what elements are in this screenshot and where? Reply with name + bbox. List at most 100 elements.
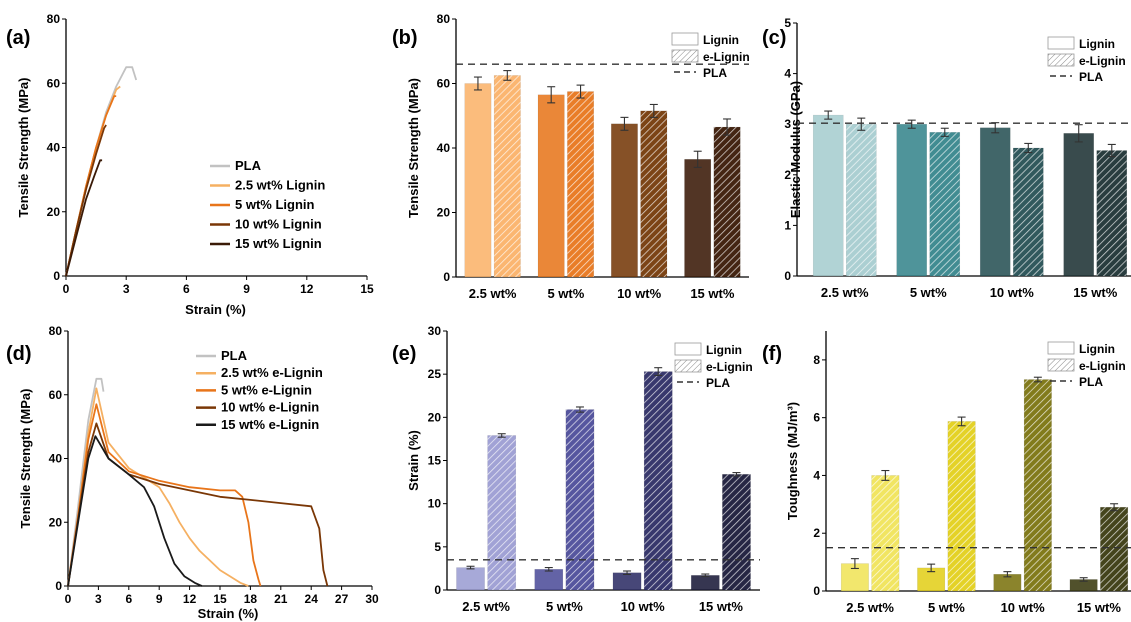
y-tick-label: 10 (428, 497, 442, 511)
legend-label: Lignin (706, 343, 742, 357)
panel-b: (b) 0 20 40 60 80 Tensile Strength (MPa) 2.5 wt… (392, 12, 750, 301)
category-label: 2.5 wt% (821, 285, 869, 300)
legend-swatch-hatch (1048, 359, 1074, 371)
bar-lignin (979, 127, 1011, 277)
category-label: 10 wt% (1001, 600, 1046, 615)
y-tick-label: 0 (434, 583, 441, 597)
legend-label: e-Lignin (1079, 359, 1126, 373)
bars (464, 70, 741, 278)
legend-label: 5 wt% Lignin (235, 197, 315, 212)
legend-label: PLA (235, 158, 262, 173)
bar-hatch (494, 75, 521, 277)
y-tick-label: 8 (813, 353, 820, 367)
y-tick-label: 3 (784, 117, 791, 131)
bar-hatch (1013, 147, 1044, 276)
y-axis-title: Toughness (MJ/m³) (785, 402, 800, 520)
y-tick-label: 0 (53, 269, 60, 283)
bar-hatch (846, 124, 877, 276)
legend-label: 10 wt% e-Lignin (221, 400, 319, 415)
legend-label: 2.5 wt% e-Lignin (221, 365, 323, 380)
legend: Lignin e-Lignin PLA (1047, 341, 1126, 389)
x-tick-label: 24 (305, 592, 319, 606)
legend-label: 2.5 wt% Lignin (235, 178, 325, 193)
category-label: 15 wt% (1073, 285, 1118, 300)
bar-hatch (1100, 507, 1128, 591)
legend-label: Lignin (1079, 37, 1115, 51)
y-tick-label: 30 (428, 324, 442, 338)
y-tick-label: 60 (437, 77, 451, 91)
legend-label: 15 wt% Lignin (235, 236, 322, 251)
category-label: 10 wt% (621, 599, 666, 614)
legend-label: 15 wt% e-Lignin (221, 417, 319, 432)
y-tick-label: 80 (49, 324, 63, 338)
series-line-1 (67, 387, 249, 587)
x-tick-label: 18 (244, 592, 258, 606)
panel-label: (f) (762, 343, 782, 365)
legend-swatch-lignin (674, 342, 702, 356)
y-tick-label: 20 (47, 205, 61, 219)
y-axis-title: Tensile Strength (MPa) (16, 78, 31, 218)
legend-label: PLA (703, 66, 727, 80)
category-label: 10 wt% (990, 285, 1035, 300)
legend: Lignin e-Lignin PLA (671, 32, 750, 80)
bar-lignin (1063, 133, 1094, 277)
y-tick-label: 40 (49, 452, 63, 466)
bars (812, 110, 1128, 277)
legend-label: e-Lignin (703, 50, 750, 64)
legend-label: Lignin (703, 33, 739, 47)
panel-label: (e) (392, 343, 416, 365)
y-tick-label: 4 (784, 67, 791, 81)
legend: Lignin e-Lignin PLA (674, 342, 753, 390)
legend-label: PLA (706, 376, 730, 390)
panel-d: (d) 0 20 40 60 80 Tensile Strength (MPa) 0 3 6 9 12… (6, 324, 379, 621)
category-label: 5 wt% (928, 600, 965, 615)
y-tick-label: 20 (49, 515, 63, 529)
bar-lignin (690, 575, 720, 591)
y-tick-label: 2 (813, 526, 820, 540)
category-label: 10 wt% (617, 286, 662, 301)
series-line-3 (67, 422, 329, 587)
x-tick-label: 6 (183, 282, 190, 296)
bar-hatch (929, 132, 960, 276)
y-tick-label: 60 (47, 76, 61, 90)
x-tick-label: 12 (300, 282, 314, 296)
y-tick-label: 5 (434, 540, 441, 554)
y-tick-label: 15 (428, 454, 442, 468)
legend-label: PLA (1079, 70, 1103, 84)
x-tick-label: 15 (213, 592, 227, 606)
x-axis-title: Strain (%) (185, 302, 246, 317)
y-tick-label: 40 (437, 141, 451, 155)
category-label: 2.5 wt% (469, 286, 517, 301)
x-tick-label: 12 (183, 592, 197, 606)
panel-label: (b) (392, 27, 418, 49)
legend-swatch-lignin (1047, 36, 1075, 50)
bar-lignin (456, 567, 485, 591)
x-tick-label: 0 (65, 592, 72, 606)
legend: Lignin e-Lignin PLA (1047, 36, 1126, 84)
category-label: 5 wt% (910, 285, 947, 300)
legend-swatch-lignin (671, 32, 699, 46)
bar-lignin (896, 123, 928, 277)
panel-a: (a) 0 20 40 60 80 Tensile Strength (MPa) 0 3 6 9 12… (6, 12, 374, 317)
x-tick-label: 3 (95, 592, 102, 606)
y-tick-label: 1 (784, 218, 791, 232)
bars (840, 376, 1129, 592)
x-tick-label: 9 (243, 282, 250, 296)
bar-lignin (464, 83, 492, 278)
bar-lignin (537, 94, 565, 278)
panel-label: (c) (762, 27, 786, 49)
legend-swatch-lignin (1047, 341, 1075, 355)
legend-label: PLA (221, 348, 248, 363)
series-line-4 (65, 159, 103, 277)
y-tick-label: 80 (437, 12, 451, 26)
y-axis-title: Tensile Strength (MPa) (18, 389, 33, 529)
category-label: 15 wt% (699, 599, 744, 614)
category-label: 5 wt% (546, 599, 583, 614)
bar-lignin (684, 159, 712, 278)
y-tick-label: 0 (813, 584, 820, 598)
y-axis-title: Elastic Modulus (GPa) (788, 81, 803, 218)
y-tick-label: 25 (428, 367, 442, 381)
series-line-0 (65, 66, 138, 277)
panel-f: (f) 0 2 4 6 8 Toughness (MJ/m³) 2.5 wt% 5 wt% 10 … (762, 331, 1131, 615)
legend-swatch-hatch (675, 360, 701, 372)
